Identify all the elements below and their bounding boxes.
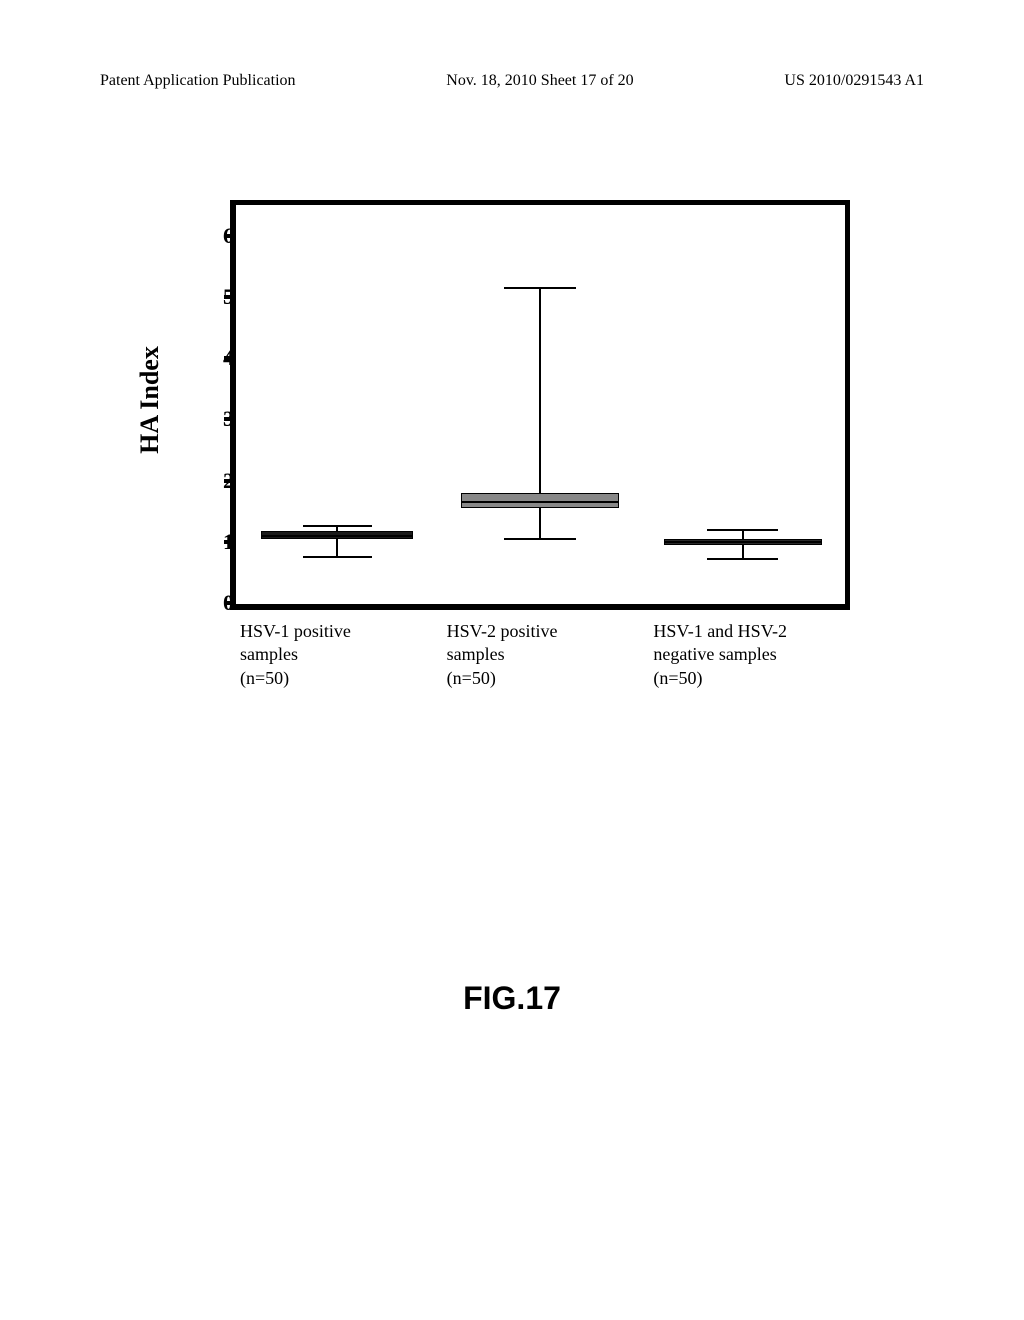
header-left: Patent Application Publication xyxy=(100,72,296,90)
x-axis-labels: HSV-1 positivesamples(n=50)HSV-2 positiv… xyxy=(230,620,850,690)
y-tick-mark xyxy=(224,356,236,360)
y-tick-mark xyxy=(224,234,236,238)
x-axis-label: HSV-1 positivesamples(n=50) xyxy=(230,620,437,690)
x-axis-label: HSV-1 and HSV-2negative samples(n=50) xyxy=(643,620,850,690)
y-tick-mark xyxy=(224,601,236,605)
y-axis-label: HA Index xyxy=(135,346,165,454)
median-line xyxy=(664,541,822,543)
plot-area: 0123456 xyxy=(230,200,850,610)
header-center: Nov. 18, 2010 Sheet 17 of 20 xyxy=(446,72,633,90)
header-right: US 2010/0291543 A1 xyxy=(784,72,924,90)
whisker-cap-bottom xyxy=(504,538,575,540)
x-axis-label: HSV-2 positivesamples(n=50) xyxy=(437,620,644,690)
whisker-cap-top xyxy=(504,287,575,289)
boxplot-chart: HA Index 0123456 HSV-1 positivesamples(n… xyxy=(160,180,880,680)
whisker-cap-bottom xyxy=(303,556,371,558)
y-tick-mark xyxy=(224,540,236,544)
median-line xyxy=(461,501,619,503)
whisker-cap-top xyxy=(303,525,371,527)
page-header: Patent Application Publication Nov. 18, … xyxy=(0,72,1024,90)
y-tick-mark xyxy=(224,417,236,421)
y-tick-mark xyxy=(224,479,236,483)
y-tick-mark xyxy=(224,295,236,299)
median-line xyxy=(261,535,413,537)
figure-label: FIG.17 xyxy=(0,980,1024,1017)
whisker-cap-top xyxy=(707,529,778,531)
whisker-cap-bottom xyxy=(707,558,778,560)
